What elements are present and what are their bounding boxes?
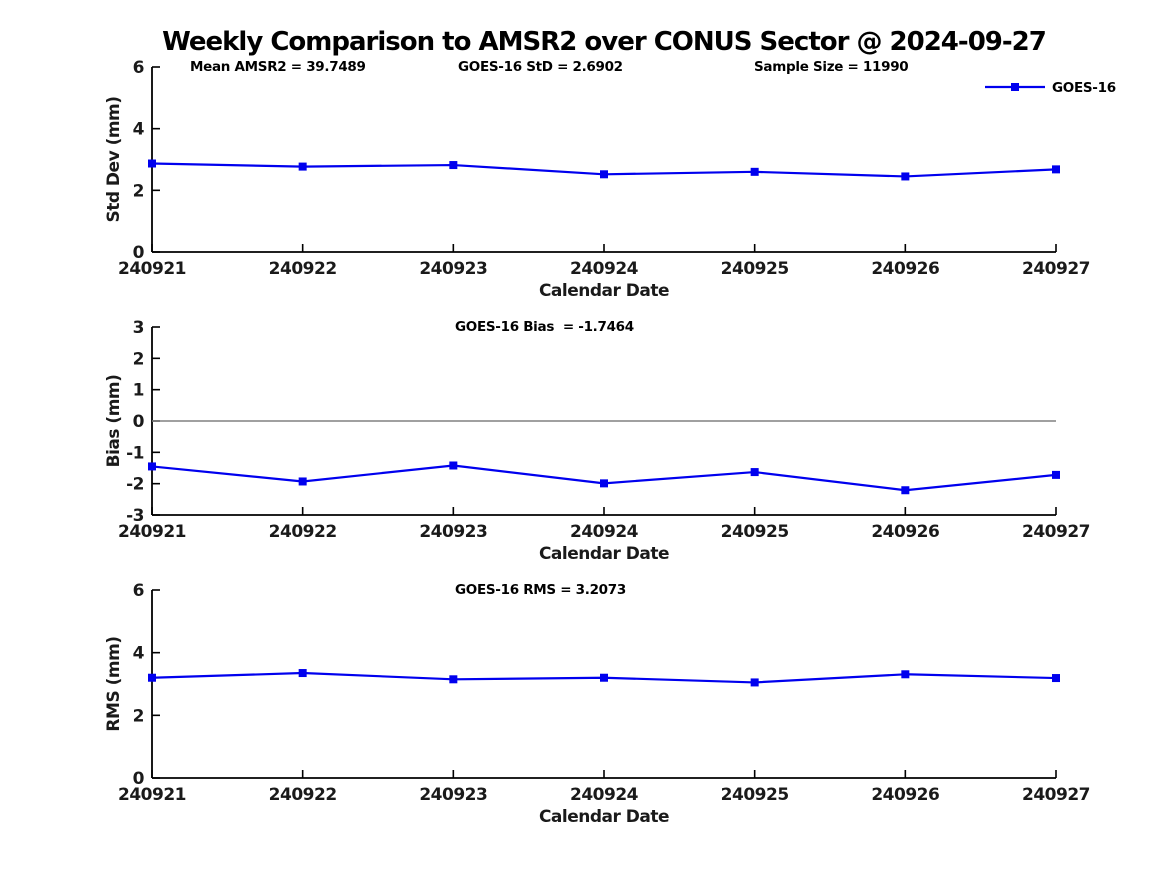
series-marker — [901, 172, 910, 181]
subplot-rms: 0 2 4 6 240921 240922 240923 240924 240925 240926… — [104, 581, 1090, 827]
x-tick-label: 240925 — [721, 785, 789, 805]
subplot-std-dev: 0 2 4 6 240921 240922 240923 240924 240925 240926… — [104, 58, 1116, 301]
series-marker — [1052, 674, 1060, 683]
y-tick-label: -2 — [126, 475, 144, 495]
x-tick-label: 240927 — [1022, 259, 1090, 279]
y-axis-title: RMS (mm) — [104, 636, 124, 731]
x-tick-label: 240925 — [721, 522, 789, 542]
y-axis-title: Bias (mm) — [104, 375, 124, 468]
x-tick-label: 240923 — [419, 785, 487, 805]
annotation-text: GOES-16 Bias = -1.7464 — [455, 319, 634, 335]
x-tick-label: 240921 — [118, 259, 186, 279]
series-marker — [600, 170, 608, 179]
x-axis-title: Calendar Date — [539, 281, 669, 301]
x-tick-label: 240926 — [871, 522, 939, 542]
y-tick-label: 4 — [133, 120, 145, 140]
series-marker — [449, 675, 458, 684]
series-marker — [750, 167, 759, 176]
y-tick-label: 2 — [133, 706, 144, 726]
legend-label: GOES-16 — [1052, 80, 1116, 96]
series-marker — [901, 486, 910, 495]
x-tick-label: 240921 — [118, 785, 186, 805]
x-axis-title: Calendar Date — [539, 544, 669, 564]
series-marker — [298, 669, 307, 678]
x-tick-label: 240924 — [570, 259, 639, 279]
y-tick-label: -3 — [126, 506, 144, 526]
x-tick-label: 240926 — [871, 259, 939, 279]
x-tick-label: 240923 — [419, 259, 487, 279]
series-marker — [449, 161, 458, 170]
y-tick-label: 0 — [133, 243, 145, 263]
y-tick-label: 3 — [133, 318, 144, 338]
series-marker — [1052, 165, 1060, 174]
annotation-text: Mean AMSR2 = 39.7489 — [190, 59, 366, 75]
series-marker — [750, 678, 759, 687]
series-marker — [750, 468, 759, 477]
x-tick-label: 240922 — [269, 522, 337, 542]
figure-title: Weekly Comparison to AMSR2 over CONUS Se… — [162, 27, 1047, 57]
x-tick-label: 240924 — [570, 785, 639, 805]
series-marker — [148, 159, 156, 168]
annotation-text: GOES-16 StD = 2.6902 — [458, 59, 623, 75]
series-marker — [148, 673, 156, 682]
y-tick-label: 4 — [133, 644, 145, 664]
annotation-text: GOES-16 RMS = 3.2073 — [455, 582, 626, 598]
legend-marker-sample — [1011, 83, 1019, 91]
x-tick-label: 240921 — [118, 522, 186, 542]
series-marker — [600, 673, 608, 682]
y-tick-label: 0 — [133, 412, 145, 432]
x-tick-label: 240925 — [721, 259, 789, 279]
y-tick-label: 2 — [133, 349, 144, 369]
y-tick-label: 1 — [133, 381, 144, 401]
x-tick-label: 240922 — [269, 785, 337, 805]
subplot-bias: -3 -2 -1 0 1 2 3 240921 240922 240923 240924 240925… — [104, 318, 1090, 564]
x-tick-label: 240922 — [269, 259, 337, 279]
x-tick-label: 240923 — [419, 522, 487, 542]
x-tick-label: 240926 — [871, 785, 939, 805]
series-marker — [901, 670, 910, 679]
y-tick-label: 0 — [133, 769, 145, 789]
series-marker — [148, 462, 156, 471]
annotation-text: Sample Size = 11990 — [754, 59, 908, 75]
series-marker — [449, 461, 458, 470]
series-marker — [1052, 470, 1060, 479]
y-tick-label: 6 — [133, 581, 144, 601]
series-marker — [298, 162, 307, 171]
y-tick-label: 2 — [133, 181, 144, 201]
y-tick-label: 6 — [133, 58, 144, 78]
series-marker — [600, 479, 608, 488]
x-tick-label: 240927 — [1022, 785, 1090, 805]
y-axis-title: Std Dev (mm) — [104, 96, 124, 222]
series-marker — [298, 477, 307, 486]
x-tick-label: 240924 — [570, 522, 639, 542]
x-tick-label: 240927 — [1022, 522, 1090, 542]
x-axis-title: Calendar Date — [539, 807, 669, 827]
y-tick-label: -1 — [126, 443, 144, 463]
